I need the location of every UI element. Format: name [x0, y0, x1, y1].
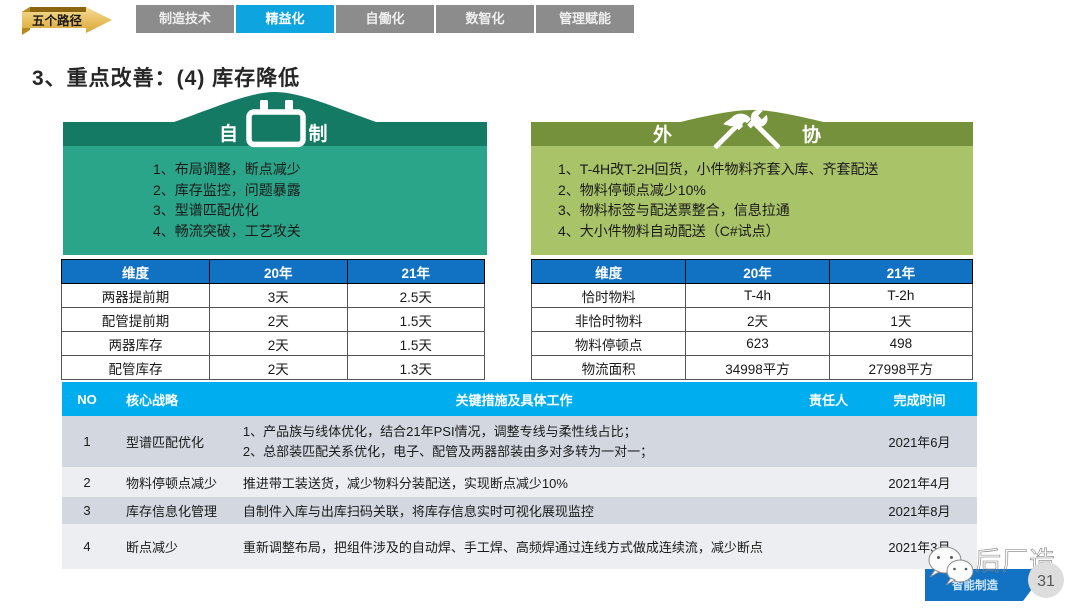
- svg-text:五个路径: 五个路径: [32, 13, 83, 28]
- svg-text:外: 外: [653, 123, 672, 146]
- svg-text:制: 制: [308, 122, 327, 145]
- svg-text:自: 自: [219, 122, 238, 145]
- svg-text:协: 协: [802, 123, 821, 146]
- svg-text:31: 31: [1037, 573, 1055, 590]
